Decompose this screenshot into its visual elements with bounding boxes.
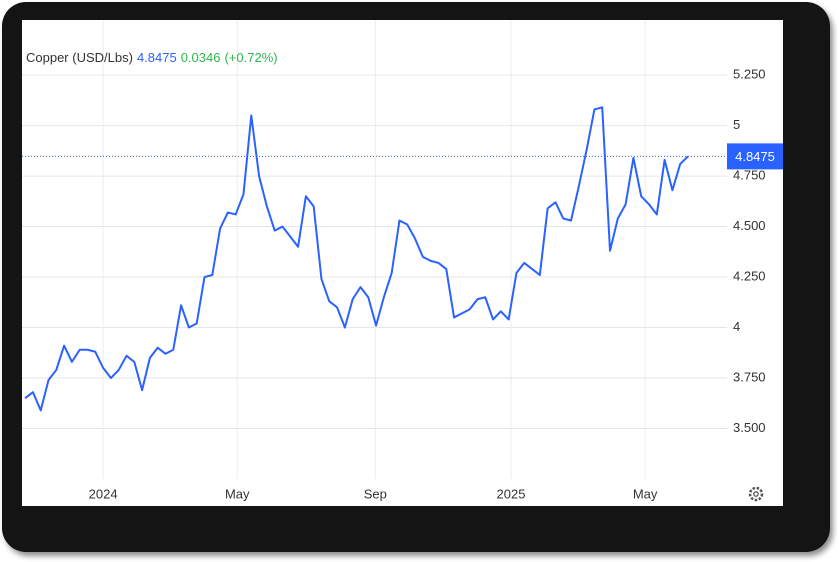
settings-icon[interactable] [748,486,764,502]
y-tick-label: 5.250 [733,67,766,82]
y-tick-label: 4 [733,319,740,334]
last-price-box [727,143,783,170]
change: 0.0346 [180,50,221,65]
gear-hub [753,491,759,497]
last-price-label: 4.8475 [735,149,775,164]
last-price: 4.8475 [136,50,177,65]
x-tick-label: 2025 [497,486,526,501]
y-tick-label: 4.750 [733,168,766,183]
chart-panel [22,20,783,506]
y-tick-label: 3.750 [733,369,766,384]
instrument-name: Copper (USD/Lbs) [26,50,133,65]
x-tick-label: May [633,486,658,501]
x-tick-label: 2024 [89,486,118,501]
y-tick-label: 4.250 [733,268,766,283]
x-tick-label: Sep [364,486,387,501]
y-tick-label: 4.500 [733,218,766,233]
y-tick-label: 5 [733,117,740,132]
gear-teeth [748,486,764,502]
x-tick-label: May [225,486,250,501]
price-line [24,106,689,412]
change-percent: (+0.72%) [224,50,278,65]
y-tick-label: 3.500 [733,420,766,435]
header: Copper (USD/Lbs) 4.8475 0.0346 (+0.72%) [26,50,282,65]
